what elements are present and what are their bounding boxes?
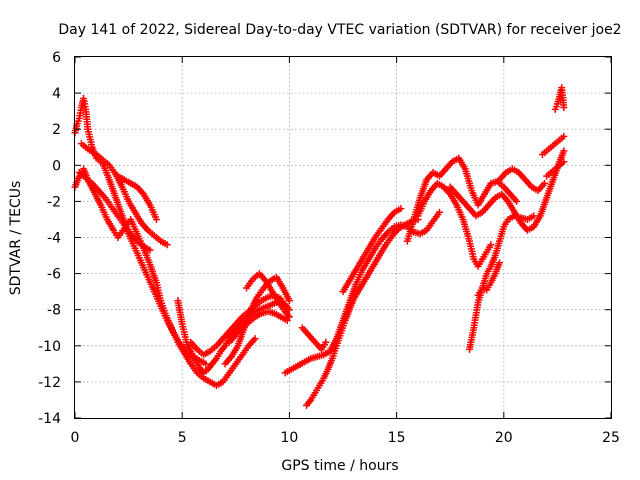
x-tick-label: 15	[388, 430, 406, 446]
data-points	[71, 84, 568, 409]
plot-frame	[74, 56, 612, 419]
series-track-20	[496, 165, 549, 195]
series-track-19	[474, 259, 504, 299]
x-tick-label: 5	[178, 430, 187, 446]
y-tick-label: -12	[38, 375, 61, 391]
x-axis-label: GPS time / hours	[281, 458, 398, 474]
series-track-5	[114, 172, 160, 223]
y-tick-label: -14	[38, 411, 61, 427]
y-axis-label: SDTVAR / TECUs	[8, 181, 24, 296]
x-tick-label: 10	[280, 430, 298, 446]
x-tick-label: 0	[71, 430, 80, 446]
series-track-23	[551, 84, 568, 113]
x-tick-label: 20	[495, 430, 513, 446]
y-tick-label: -2	[47, 194, 61, 210]
data-point	[487, 241, 495, 249]
data-point	[152, 215, 160, 223]
x-tick-label: 25	[602, 430, 620, 446]
data-point	[322, 338, 330, 346]
chart-title: Day 141 of 2022, Sidereal Day-to-day VTE…	[58, 22, 621, 38]
data-point	[146, 246, 154, 254]
series-track-13	[298, 324, 330, 353]
data-point	[560, 132, 568, 140]
data-point	[397, 205, 405, 213]
y-tick-labels: -14 -12 -10 -8 -6 -4 -2 0 2 4 6	[38, 50, 61, 427]
series-track-15	[403, 154, 521, 245]
data-point	[251, 335, 259, 343]
series-track-16	[414, 179, 495, 270]
y-tick-label: -8	[47, 303, 61, 319]
series-track-2	[71, 95, 210, 368]
data-point	[435, 208, 443, 216]
series-track-4	[75, 169, 154, 254]
y-tick-label: -6	[47, 267, 61, 283]
series-track-9	[225, 308, 291, 346]
data-point	[560, 158, 568, 166]
data-point	[541, 179, 549, 187]
series-track-10	[243, 270, 293, 321]
series-track-17	[446, 147, 568, 234]
series-track-14	[339, 205, 405, 296]
data-point	[496, 259, 504, 267]
series-track-18	[465, 212, 538, 353]
data-point	[163, 241, 171, 249]
series-track-8	[221, 273, 293, 368]
data-point	[285, 313, 293, 321]
series-track-22	[543, 158, 568, 180]
data-point	[202, 360, 210, 368]
y-tick-label: 6	[52, 50, 61, 66]
y-tick-label: -4	[47, 231, 61, 247]
data-point	[530, 212, 538, 220]
data-point	[285, 297, 293, 305]
y-tick-label: 2	[52, 122, 61, 138]
data-point	[285, 306, 293, 314]
series-track-21	[538, 132, 568, 158]
y-tick-label: 4	[52, 86, 61, 102]
data-point	[560, 147, 568, 155]
axis-ticks	[74, 56, 612, 419]
data-point	[560, 104, 568, 112]
x-tick-labels: 0 5 10 15 20 25	[71, 430, 620, 446]
data-point	[513, 197, 521, 205]
y-tick-label: 0	[52, 158, 61, 174]
y-tick-label: -10	[38, 339, 61, 355]
